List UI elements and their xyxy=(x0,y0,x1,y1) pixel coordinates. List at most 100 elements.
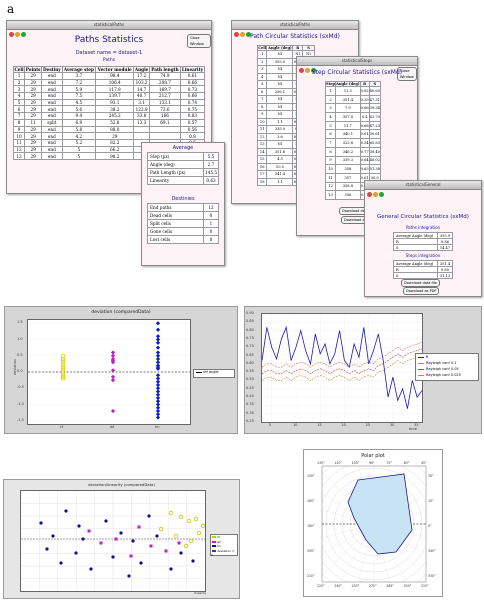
minimize-dot-icon[interactable] xyxy=(15,32,20,37)
table-cell: 11.7 xyxy=(335,120,361,131)
table-row: Dead cells 0 xyxy=(147,211,219,220)
legend-swatch-icon xyxy=(212,549,216,552)
x-tick-label: 25 xyxy=(365,423,371,427)
legend-swatch-icon xyxy=(418,374,424,376)
linearity-legend: R Rayleigh conf 0.1 Rayleigh conf 0.05 Rayl… xyxy=(415,353,479,381)
table-row: Path Length (px) 145.5 xyxy=(147,168,219,177)
table-row: 6 340.1 0.61 30.61 xyxy=(324,129,382,140)
table-cell: 29 xyxy=(24,125,43,134)
hn-point xyxy=(59,561,63,565)
rayleigh-0.1-line xyxy=(262,355,422,381)
y-tick-label: 0.80 xyxy=(246,327,254,332)
table-cell: end xyxy=(41,125,63,134)
ct-point xyxy=(173,533,179,539)
table-cell xyxy=(148,125,181,134)
paths-section-label: Paths xyxy=(102,58,116,63)
zoom-dot-icon[interactable] xyxy=(379,192,384,197)
table-cell: 11 xyxy=(324,172,337,183)
minimize-dot-icon[interactable] xyxy=(240,32,245,37)
ct-point xyxy=(186,518,192,524)
close-dot-icon[interactable] xyxy=(367,192,372,197)
zoom-dot-icon[interactable] xyxy=(246,32,251,37)
legend-entry: hn xyxy=(211,544,237,549)
polar-angle-label: 345° xyxy=(428,549,436,553)
legend-ref-angle: ref angle xyxy=(203,370,219,374)
download-data-button[interactable]: Download data file xyxy=(401,279,440,287)
table-cell: 0.66 xyxy=(179,92,206,100)
table-key: Linearity xyxy=(147,176,204,185)
table-row: Split cells 1 xyxy=(147,219,219,228)
close-window-button[interactable]: Close Window xyxy=(397,67,417,81)
y-tick-label: 0.65 xyxy=(246,352,254,357)
table-cell: 169.7 xyxy=(148,85,181,94)
hn-point xyxy=(104,519,108,523)
window-titlebar[interactable]: statisticalSteps xyxy=(297,57,417,73)
window-titlebar[interactable]: statisticalPaths xyxy=(232,21,358,37)
hn-point xyxy=(155,376,161,381)
paths-statistics-title: Paths Statistics xyxy=(74,35,144,45)
window-titlebar[interactable]: statisticalPaths xyxy=(7,21,211,37)
hn-point xyxy=(127,574,131,578)
hn-point xyxy=(155,379,161,384)
paths-table: Cell Points Destiny Average step Vector modu… xyxy=(12,66,206,160)
table-cell: 5 xyxy=(61,145,97,154)
table-header-cell: Cell xyxy=(12,66,26,73)
polar-plot-svg xyxy=(321,465,427,583)
table-cell: 8 xyxy=(256,102,268,111)
polar-angle-label: 135° xyxy=(317,461,325,465)
hn-point xyxy=(64,509,68,513)
close-dot-icon[interactable] xyxy=(9,32,14,37)
table-cell: end xyxy=(41,112,63,120)
table-cell: NI xyxy=(266,95,294,104)
table-value: 31.13 xyxy=(437,272,453,279)
zoom-dot-icon[interactable] xyxy=(21,32,26,37)
close-dot-icon[interactable] xyxy=(299,68,304,73)
polar-angle-label: 30° xyxy=(428,474,434,478)
table-cell: 346.2 xyxy=(335,146,361,157)
table-cell: 52.8 xyxy=(95,118,135,127)
window-titlebar[interactable]: statisticalGeneral xyxy=(365,181,481,197)
window-titlebar-text: statisticalPaths xyxy=(279,22,311,27)
table-cell: 4 xyxy=(12,92,26,100)
scatter-plot-title: deviation/linearity (comparedData) xyxy=(88,482,155,487)
x-tick-label: 30 xyxy=(389,423,395,427)
hn-point xyxy=(155,402,161,407)
table-cell: 1 xyxy=(324,86,337,96)
zoom-dot-icon[interactable] xyxy=(311,68,316,73)
minimize-dot-icon[interactable] xyxy=(373,192,378,197)
table-cell: 0.62 xyxy=(359,86,370,96)
close-window-button[interactable]: Close Window xyxy=(187,34,211,48)
y-tick-label: 0.60 xyxy=(246,360,254,365)
hn-point xyxy=(131,539,135,543)
table-cell: 358.8 xyxy=(335,181,361,192)
table-row: End paths 12 xyxy=(147,203,219,212)
table-value: 145.5 xyxy=(203,168,219,177)
table-row: 10 29 end 4.2 29 0.8 xyxy=(12,132,206,140)
table-row: 7 29 end 9.4 245.2 33.8 166 0.83 xyxy=(12,112,206,120)
table-cell: 7 xyxy=(12,112,26,120)
panel-label-a: a xyxy=(7,2,15,16)
table-cell: NI xyxy=(266,80,294,89)
table-cell: end xyxy=(41,105,63,114)
polar-angle-label: 120° xyxy=(334,461,343,465)
deviation-plot-window: deviation (comparedData) 1.5 1.0 0.5 0.0 -0.… xyxy=(4,306,238,434)
close-dot-icon[interactable] xyxy=(234,32,239,37)
polar-angle-label: 75° xyxy=(386,461,392,465)
minimize-dot-icon[interactable] xyxy=(305,68,310,73)
wt-point xyxy=(164,549,168,553)
table-cell: 7.5 xyxy=(61,92,97,100)
table-cell: 10.5 xyxy=(266,162,294,171)
legend-entry: Rayleigh conf 0.05 xyxy=(416,366,478,372)
table-cell: 1 xyxy=(12,72,26,80)
table-row: 4 357.8 0.4 62.70 xyxy=(324,112,382,122)
table-cell: 30.61 xyxy=(368,129,382,140)
window-titlebar-text: statisticalGeneral xyxy=(405,182,441,187)
table-cell: 5 xyxy=(324,120,337,131)
table-header-cell: Cell xyxy=(256,45,268,51)
table-cell: 14 xyxy=(256,147,268,156)
table-cell: 6 xyxy=(324,129,337,140)
table-cell: NI xyxy=(266,102,294,111)
hn-point xyxy=(81,537,85,541)
download-pdf-button[interactable]: Download as PDF xyxy=(403,287,440,295)
table-cell: 139.7 xyxy=(95,92,135,100)
